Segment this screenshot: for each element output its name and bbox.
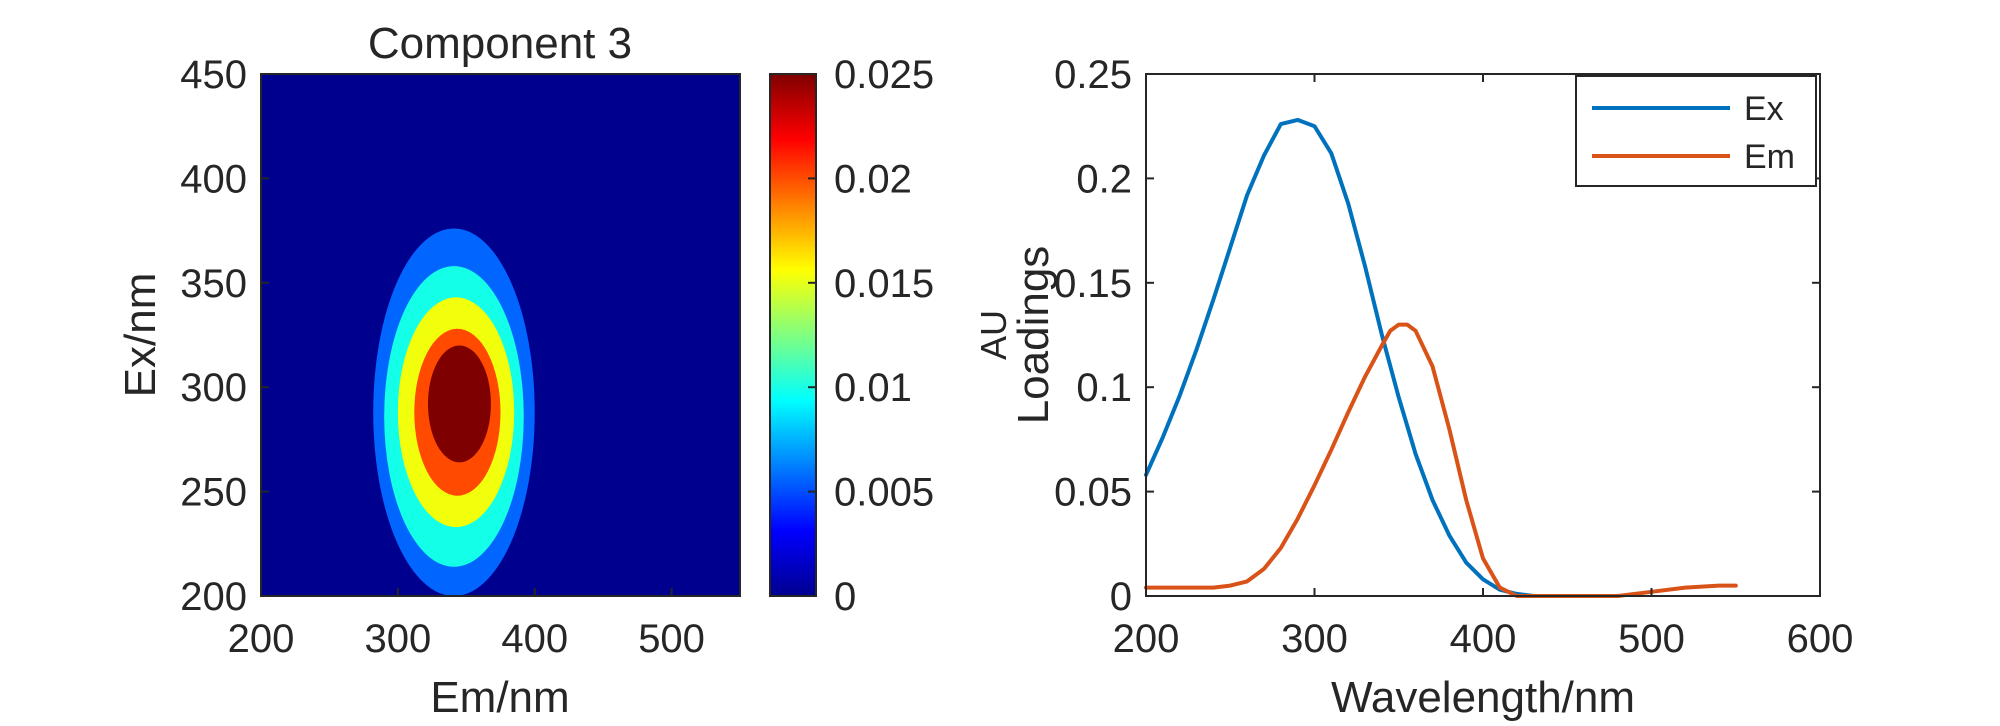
- line-x-tick-label: 400: [1450, 617, 1517, 661]
- contour-x-axis-label: Em/nm: [430, 673, 569, 722]
- contour-y-tick-label: 200: [180, 575, 247, 619]
- colorbar-tick-label: 0.025: [834, 53, 934, 97]
- line-panel: 200 300 400 500 600 0 0.05 0.1 0.15 0.2 0.25 Wave…: [973, 53, 1853, 722]
- line-x-tick-label: 200: [1113, 617, 1180, 661]
- series-line-ex: [1144, 117, 1536, 598]
- line-x-tick-label: 300: [1281, 617, 1348, 661]
- contour-x-tick-label: 200: [228, 617, 295, 661]
- line-x-tick-label: 500: [1618, 617, 1685, 661]
- contour-y-ticks: 200 250 300 350 400 450: [180, 53, 269, 619]
- line-y-tick-label: 0.2: [1076, 157, 1132, 201]
- legend-label-em: Em: [1744, 138, 1795, 176]
- contour-y-tick-label: 350: [180, 262, 247, 306]
- contour-y-tick-label: 250: [180, 471, 247, 515]
- contour-y-axis-label: Ex/nm: [116, 273, 165, 398]
- colorbar-tick-label: 0.005: [834, 471, 934, 515]
- contour-x-ticks: 200 300 400 500: [228, 588, 705, 661]
- contour-x-tick-label: 500: [638, 617, 705, 661]
- colorbar-tick-label: 0: [834, 575, 856, 619]
- colorbar-ticks: 0 0.005 0.01 0.015 0.02 0.025: [808, 53, 934, 619]
- line-y-tick-label: 0.1: [1076, 366, 1132, 410]
- line-x-axis-label: Wavelength/nm: [1331, 673, 1635, 722]
- line-y-tick-label: 0.15: [1054, 262, 1132, 306]
- contour-y-tick-label: 300: [180, 366, 247, 410]
- colorbar-tick-label: 0.01: [834, 366, 912, 410]
- contour-x-tick-label: 400: [501, 617, 568, 661]
- contour-level-5: [427, 345, 491, 463]
- line-y-tick-label: 0: [1110, 575, 1132, 619]
- contour-levels: [261, 74, 740, 596]
- colorbar-tick-label: 0.015: [834, 262, 934, 306]
- contour-title: Component 3: [368, 19, 632, 68]
- line-y-tick-label: 0.25: [1054, 53, 1132, 97]
- contour-plot-frame: [260, 73, 741, 597]
- line-y-axis-label-line1: AU: [973, 310, 1014, 360]
- contour-x-tick-label: 300: [364, 617, 431, 661]
- legend: Ex Em: [1575, 75, 1817, 187]
- legend-box: [1575, 75, 1817, 187]
- colorbar: 0 0.005 0.01 0.015 0.02 0.025: [769, 53, 934, 619]
- line-x-ticks: 200 300 400 500 600: [1113, 74, 1854, 661]
- colorbar-gradient: [769, 73, 817, 597]
- contour-y-tick-label: 400: [180, 157, 247, 201]
- line-y-tick-label: 0.05: [1054, 471, 1132, 515]
- legend-label-ex: Ex: [1744, 90, 1784, 128]
- line-x-tick-label: 600: [1787, 617, 1854, 661]
- contour-panel: Component 3 200 300 400 500 200 250 300 350 400…: [116, 19, 741, 722]
- line-y-axis-label-line2: Loadings: [1009, 246, 1058, 425]
- contour-y-tick-label: 450: [180, 53, 247, 97]
- colorbar-tick-label: 0.02: [834, 157, 912, 201]
- line-y-ticks: 0 0.05 0.1 0.15 0.2 0.25: [1054, 53, 1820, 619]
